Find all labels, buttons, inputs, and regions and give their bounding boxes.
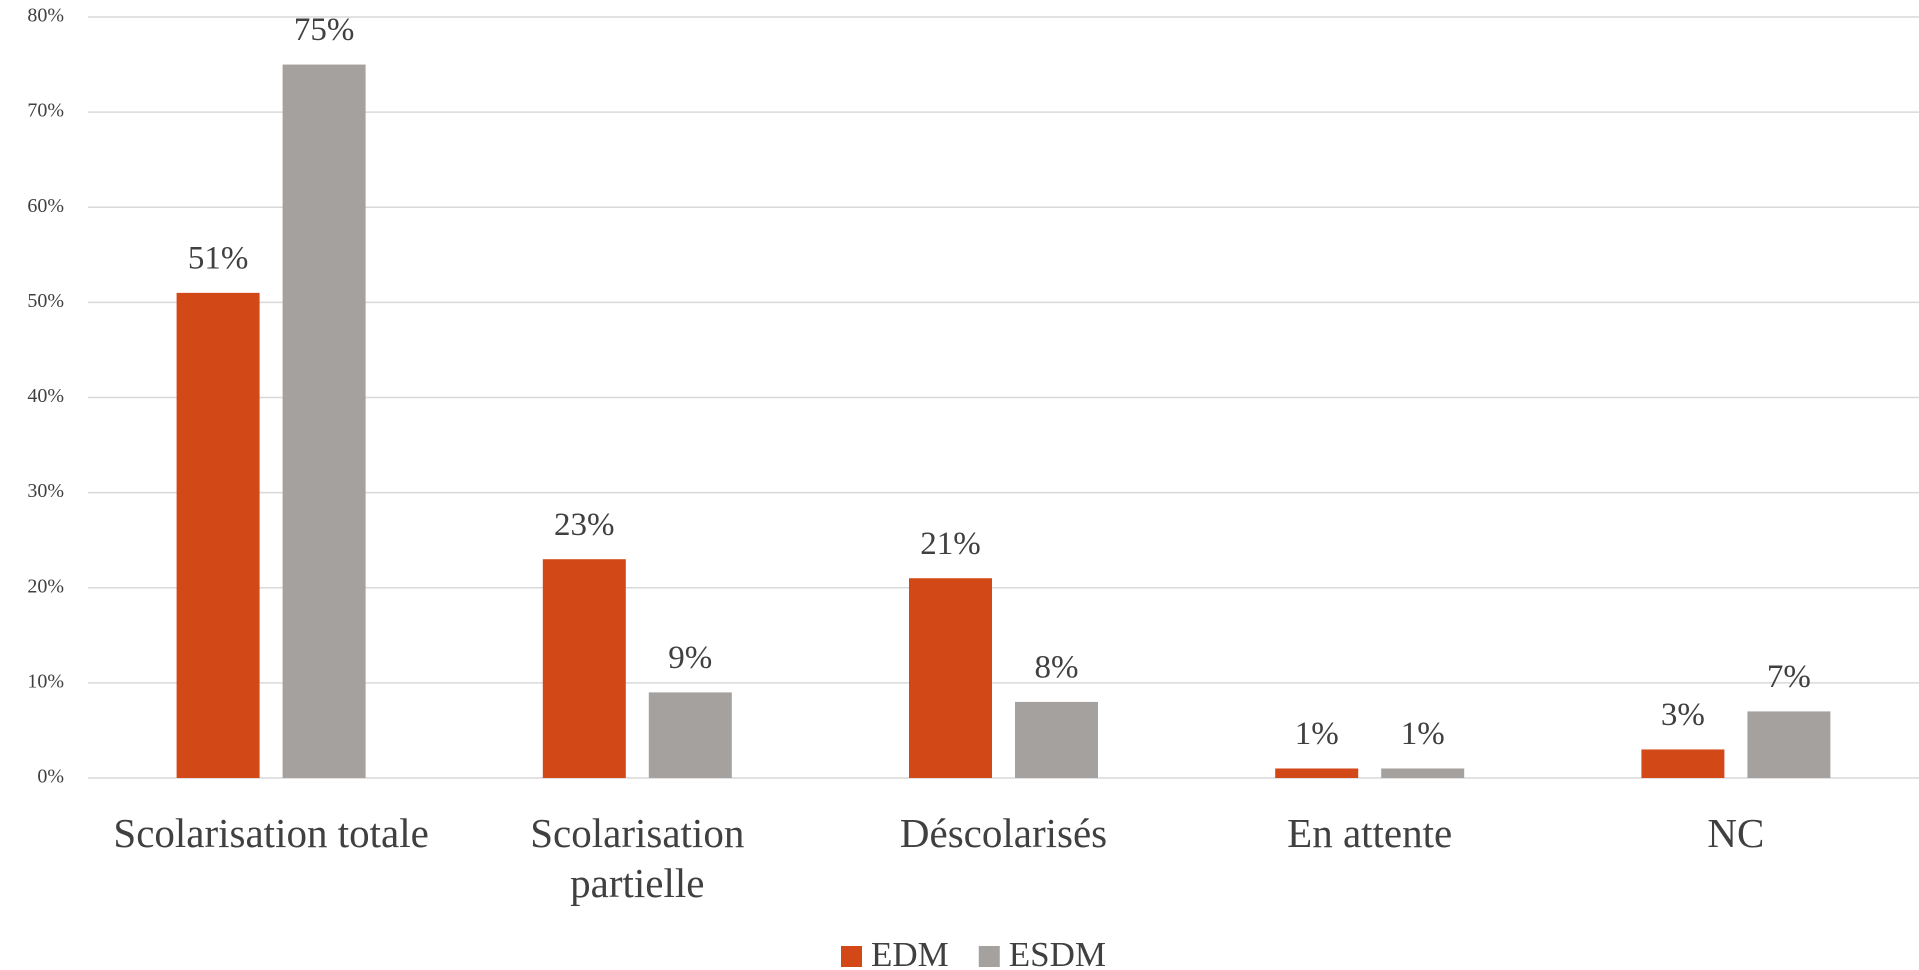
x-tick-label: Scolarisation partielle [530,810,745,906]
y-tick-label: 40% [27,385,64,407]
bar [1381,768,1465,778]
bar [1275,768,1359,778]
x-tick-label: Déscolarisés [899,810,1108,856]
y-tick-label: 30% [27,480,64,502]
value-label: 9% [668,640,712,676]
legend-swatch [841,946,862,967]
value-label: 1% [1401,716,1445,752]
bar [1747,711,1831,778]
bar [648,692,732,778]
value-label: 21% [920,526,981,562]
bar [909,578,992,778]
y-tick-label: 10% [27,670,64,692]
y-tick-label: 70% [27,100,64,122]
bar [282,64,366,778]
value-label: 23% [554,507,615,543]
value-label: 51% [188,240,249,276]
legend-swatch [978,946,1000,967]
bar [542,559,626,778]
legend-label: EDM [871,935,949,970]
y-tick-label: 80% [27,5,64,27]
y-tick-label: 60% [27,195,64,217]
value-label: 1% [1295,716,1339,752]
value-label: 75% [294,12,355,48]
legend-label: ESDM [1009,935,1106,970]
value-label: 7% [1767,659,1811,695]
value-label: 3% [1661,697,1705,733]
y-tick-label: 20% [27,575,64,597]
x-tick-label: En attente [1287,810,1453,856]
y-tick-label: 50% [27,290,64,312]
x-tick-label: Scolarisation totale [113,810,429,856]
bar [1641,749,1725,778]
value-label: 8% [1035,649,1079,685]
x-tick-label: NC [1707,810,1765,856]
y-tick-label: 0% [37,766,64,788]
bar [176,292,260,778]
bar [1015,701,1098,778]
